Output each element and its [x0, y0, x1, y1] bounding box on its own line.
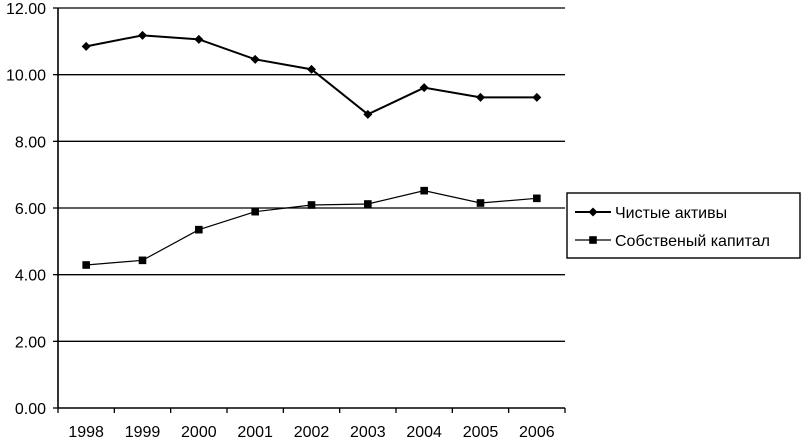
data-point: [251, 207, 259, 216]
legend: Чистые активы Собственый капитал: [566, 192, 801, 259]
y-tick-label: 6.00: [15, 201, 46, 218]
gridlines: [58, 7, 565, 342]
data-point: [476, 92, 485, 102]
x-tick-label: 2001: [237, 424, 273, 440]
x-tick-label: 2006: [519, 424, 555, 440]
data-point: [194, 34, 204, 44]
x-tick-label: 2000: [181, 424, 217, 440]
x-tick-labels: 1998 1999 2000 2001 2002 2003 2004 2005 2006: [68, 424, 554, 440]
data-point: [307, 201, 316, 209]
y-tick-label: 12.00: [6, 1, 46, 18]
x-tick-label: 2003: [350, 424, 386, 440]
data-point: [82, 261, 90, 269]
data-point: [363, 109, 373, 119]
series-2: [82, 186, 541, 269]
legend-box: [566, 192, 801, 259]
legend-item: Собственый капитал: [575, 233, 770, 250]
legend-swatch-marker: [589, 236, 597, 244]
y-tick-label: 0.00: [15, 401, 46, 418]
x-tick-label: 2005: [463, 424, 499, 440]
data-point: [138, 256, 147, 265]
data-point: [476, 199, 485, 207]
legend-label: Чистые активы: [615, 205, 727, 222]
x-tick-label: 1998: [68, 424, 104, 440]
legend-label: Собственый капитал: [615, 233, 770, 250]
y-tick-labels: 0.00 2.00 4.00 6.00 8.00 10.00 12.00: [6, 1, 46, 418]
data-point: [364, 200, 372, 208]
data-point: [250, 54, 260, 64]
data-point: [307, 64, 316, 74]
data-point: [419, 83, 429, 93]
x-tick-label: 1999: [125, 424, 161, 440]
y-tick-label: 4.00: [15, 268, 46, 285]
series-1: [81, 30, 542, 119]
series-group: [81, 30, 542, 269]
data-point: [195, 225, 203, 234]
data-point: [138, 30, 147, 40]
data-point: [532, 92, 542, 102]
y-tick-label: 8.00: [15, 134, 46, 151]
legend-item: Чистые активы: [575, 205, 727, 222]
data-point: [420, 186, 428, 195]
axes: [53, 7, 566, 413]
data-point: [533, 194, 541, 203]
data-point: [81, 41, 91, 51]
x-tick-label: 2004: [406, 424, 442, 440]
y-tick-label: 2.00: [15, 334, 46, 351]
x-tick-label: 2002: [294, 424, 330, 440]
y-tick-label: 10.00: [6, 68, 46, 85]
legend-swatch-marker: [588, 207, 598, 217]
